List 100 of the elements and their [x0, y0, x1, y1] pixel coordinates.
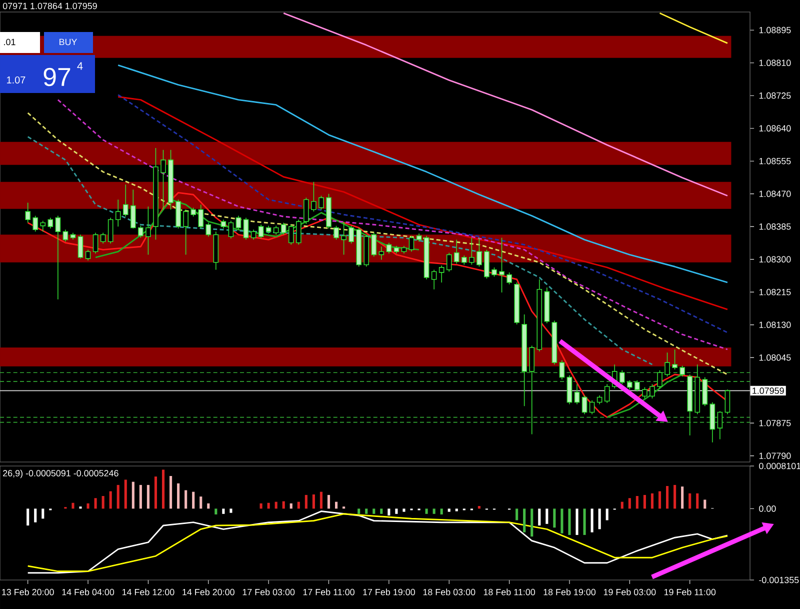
candlestick — [160, 150, 166, 210]
bar — [192, 492, 195, 509]
x-tick-label: 17 Feb 19:00 — [363, 588, 415, 596]
candlestick — [130, 189, 136, 229]
candlestick — [627, 380, 632, 390]
candlestick — [642, 386, 648, 399]
bar — [643, 494, 646, 509]
candlestick — [334, 225, 339, 240]
candlestick — [311, 181, 316, 212]
bar — [402, 508, 406, 512]
bar — [124, 480, 127, 509]
bar — [704, 500, 706, 509]
bar — [448, 508, 450, 512]
bar — [380, 508, 383, 514]
candlestick — [438, 265, 444, 283]
candlestick — [280, 222, 286, 236]
y-tick-label: 1.08215 — [759, 288, 791, 296]
bar — [154, 476, 158, 509]
bar — [304, 494, 308, 509]
bar — [274, 502, 278, 509]
x-tick-label: 18 Feb 11:00 — [484, 588, 536, 596]
y-tick-label: 1.08300 — [759, 256, 791, 262]
chart-title: 07971 1.07864 1.07959 — [2, 2, 97, 10]
bar — [440, 508, 443, 514]
bar — [636, 496, 638, 509]
bar — [260, 503, 262, 509]
bar — [688, 493, 692, 509]
bar — [681, 486, 684, 509]
bar — [530, 508, 534, 537]
bar — [102, 496, 104, 509]
bar — [132, 482, 134, 509]
bar — [674, 484, 676, 509]
candlestick — [574, 384, 580, 405]
bar — [177, 483, 180, 509]
line-series — [27, 112, 728, 376]
candlestick — [288, 224, 294, 246]
bar — [425, 508, 428, 514]
candlestick — [724, 389, 730, 415]
candlestick — [40, 220, 46, 232]
bar — [478, 506, 480, 509]
bar — [320, 492, 323, 509]
y-tick-label: 1.08470 — [759, 190, 791, 197]
candlestick — [650, 384, 655, 399]
candlestick — [318, 195, 324, 210]
candlestick — [62, 229, 68, 242]
y-tick-label: 1.08895 — [759, 26, 791, 34]
bar — [432, 508, 436, 514]
candlestick — [492, 267, 497, 278]
x-tick-label: 17 Feb 03:00 — [242, 588, 295, 596]
candlestick — [619, 370, 625, 385]
candlestick — [529, 345, 535, 435]
y-tick-label: 1.08810 — [759, 60, 791, 66]
bar — [327, 494, 330, 509]
candlestick — [431, 269, 437, 290]
bar — [546, 508, 548, 524]
candlestick — [25, 202, 30, 224]
line-series — [606, 374, 684, 418]
bar — [628, 498, 631, 509]
x-tick-label: 17 Feb 11:00 — [303, 588, 354, 596]
candlestick — [296, 219, 302, 246]
bar — [200, 496, 202, 509]
x-tick-label: 14 Feb 20:00 — [182, 588, 234, 596]
ref-line-label: 1.07959 — [752, 388, 784, 394]
candlestick — [206, 222, 212, 237]
bar — [116, 484, 120, 509]
candlestick — [100, 232, 106, 244]
line-series — [282, 12, 728, 196]
bar — [267, 502, 270, 509]
candlestick — [582, 394, 588, 415]
annotation: 97 — [44, 68, 70, 86]
candlestick — [657, 370, 662, 389]
candlestick — [183, 209, 188, 256]
bar — [583, 508, 586, 535]
y-tick-label: 1.08725 — [759, 92, 791, 99]
bar — [26, 508, 30, 526]
candlestick — [243, 217, 249, 240]
bar — [184, 490, 188, 509]
bar — [334, 502, 338, 509]
candlestick — [348, 225, 354, 244]
bar — [365, 508, 368, 514]
bar — [86, 503, 90, 509]
bar — [658, 491, 662, 509]
candlestick — [386, 242, 392, 254]
chart-title: 26,9) -0.0005091 -0.0005246 — [3, 470, 118, 478]
candlestick — [506, 272, 512, 285]
candlestick — [408, 235, 414, 252]
bar — [568, 508, 571, 535]
bar — [395, 508, 398, 514]
bar — [94, 498, 97, 509]
candlestick — [55, 215, 61, 300]
candlestick — [138, 225, 144, 238]
x-tick-label: 18 Feb 19:00 — [544, 588, 596, 596]
annotation: BUY — [60, 38, 78, 46]
bar — [516, 508, 518, 520]
y-tick-label: 1.08385 — [759, 223, 791, 230]
annotation: 1.07 — [7, 76, 26, 84]
candlestick — [250, 229, 256, 240]
bar — [282, 501, 285, 509]
candlestick — [664, 352, 670, 377]
y-tick-label: 1.07875 — [759, 420, 791, 426]
